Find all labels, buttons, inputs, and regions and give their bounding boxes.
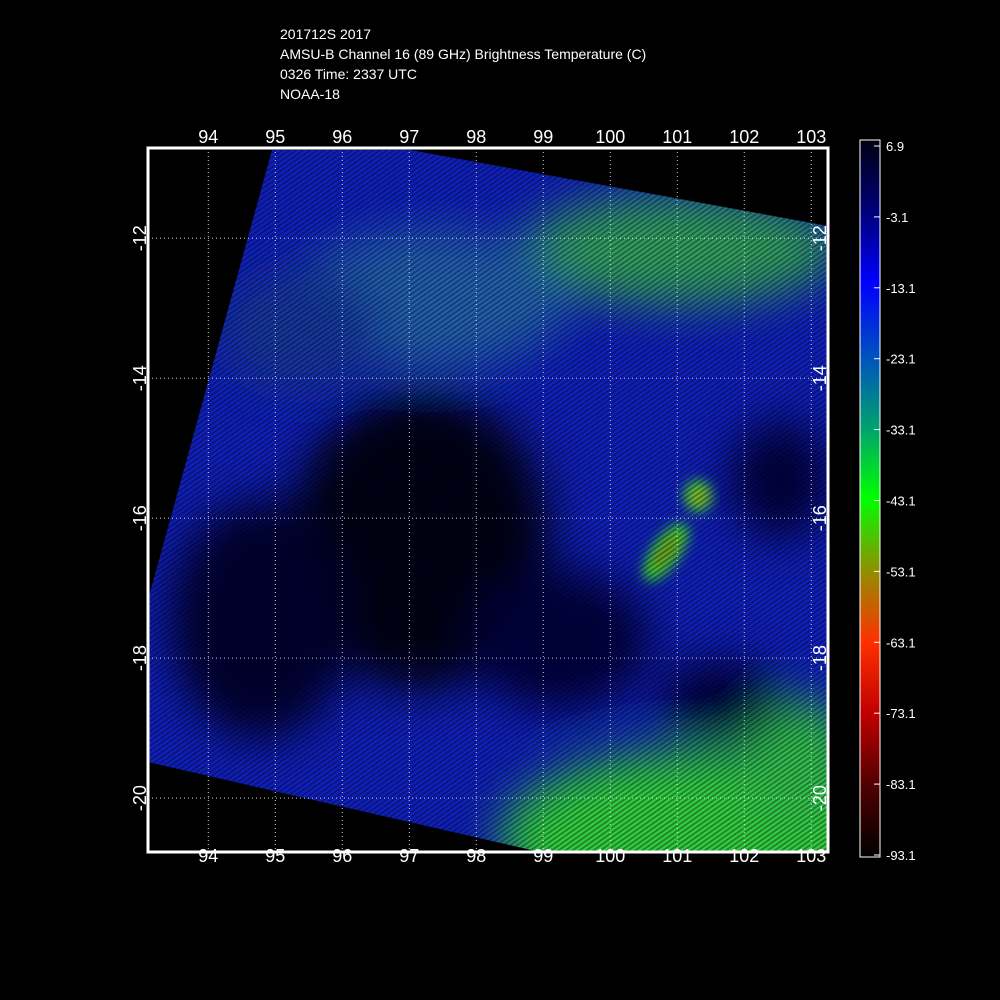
colorbar-tick-label: -23.1 (886, 352, 916, 367)
colorbar-tick-label: -63.1 (886, 635, 916, 650)
colorbar-tick-label: -13.1 (886, 281, 916, 296)
y-tick-label: -16 (130, 505, 150, 531)
x-tick-label: 102 (729, 127, 759, 147)
y-tick-label: -14 (810, 365, 830, 391)
header-line: 201712S 2017 (280, 26, 371, 42)
x-tick-label: 97 (399, 846, 419, 866)
y-tick-label: -12 (810, 225, 830, 251)
x-tick-label: 101 (662, 846, 692, 866)
x-tick-label: 103 (796, 846, 826, 866)
y-tick-label: -20 (810, 785, 830, 811)
x-tick-label: 94 (198, 846, 218, 866)
y-tick-label: -18 (130, 645, 150, 671)
x-tick-label: 99 (533, 846, 553, 866)
x-tick-label: 101 (662, 127, 692, 147)
x-tick-label: 99 (533, 127, 553, 147)
x-tick-label: 96 (332, 846, 352, 866)
y-tick-label: -18 (810, 645, 830, 671)
colorbar-tick-label: -33.1 (886, 423, 916, 438)
colorbar-tick-label: -73.1 (886, 706, 916, 721)
x-tick-label: 96 (332, 127, 352, 147)
x-tick-label: 102 (729, 846, 759, 866)
x-tick-label: 98 (466, 846, 486, 866)
y-tick-label: -14 (130, 365, 150, 391)
x-tick-label: 103 (796, 127, 826, 147)
x-tick-label: 95 (265, 127, 285, 147)
x-tick-label: 94 (198, 127, 218, 147)
x-tick-label: 100 (595, 127, 625, 147)
y-tick-label: -16 (810, 505, 830, 531)
header-line: 0326 Time: 2337 UTC (280, 66, 417, 82)
y-tick-label: -12 (130, 225, 150, 251)
header-line: NOAA-18 (280, 86, 340, 102)
colorbar-tick-label: -93.1 (886, 848, 916, 863)
colorbar-tick-label: -3.1 (886, 210, 908, 225)
colorbar-tick-label: 6.9 (886, 139, 904, 154)
colorbar-tick-label: -43.1 (886, 494, 916, 509)
x-tick-label: 100 (595, 846, 625, 866)
x-tick-label: 98 (466, 127, 486, 147)
x-tick-label: 97 (399, 127, 419, 147)
colorbar (859, 139, 881, 858)
colorbar-tick-label: -53.1 (886, 564, 916, 579)
map-frame (146, 146, 830, 854)
x-tick-label: 95 (265, 846, 285, 866)
header-line: AMSU-B Channel 16 (89 GHz) Brightness Te… (280, 46, 646, 62)
colorbar-tick-label: -83.1 (886, 777, 916, 792)
satellite-image (148, 150, 828, 852)
y-tick-label: -20 (130, 785, 150, 811)
